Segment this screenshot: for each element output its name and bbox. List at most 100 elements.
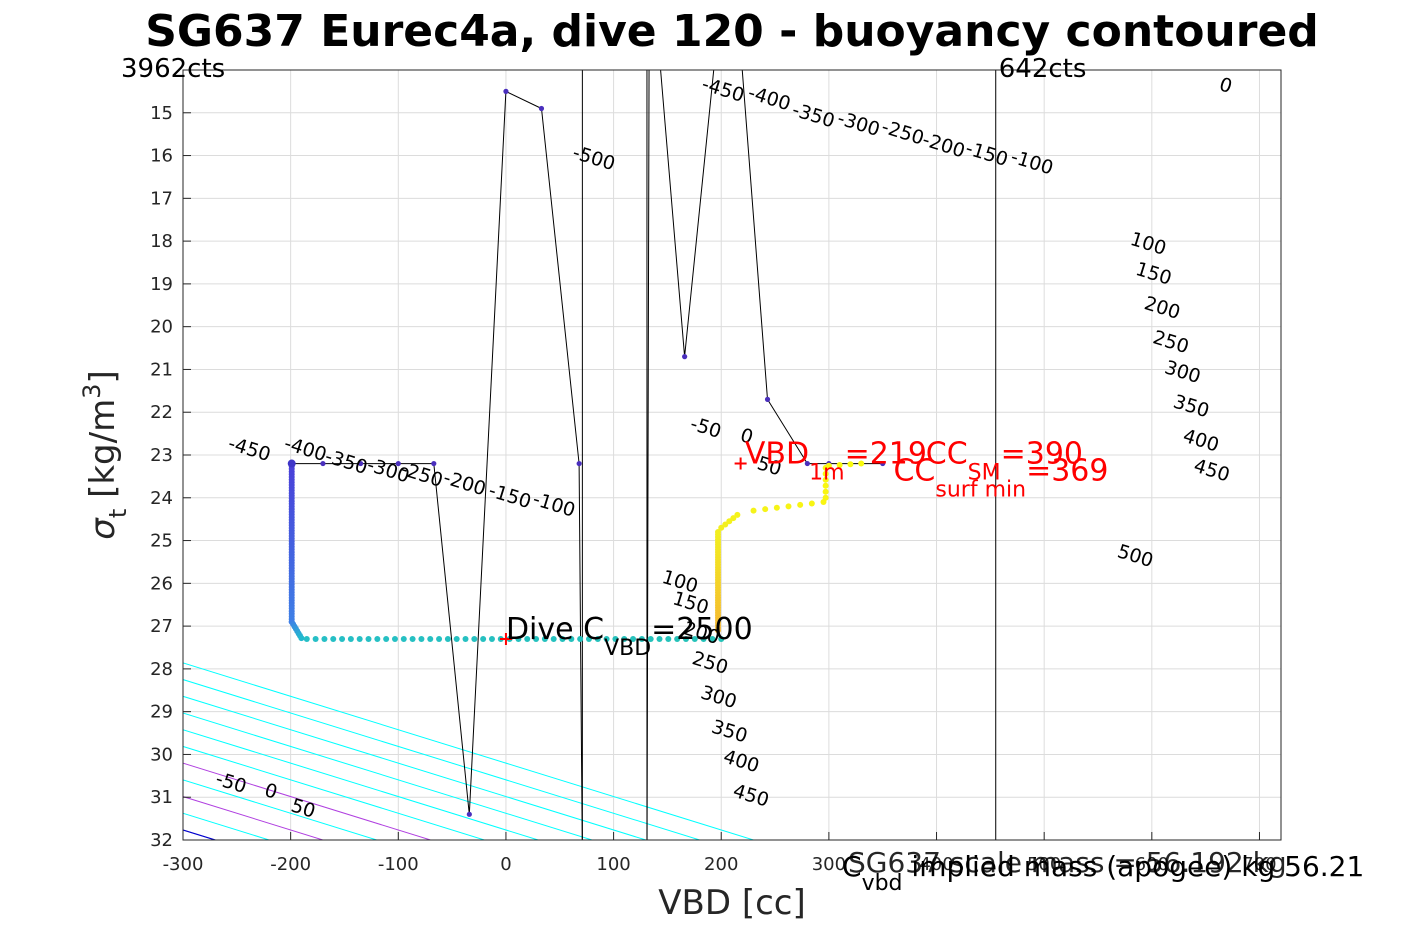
track-point	[804, 460, 810, 467]
climb-point	[750, 507, 757, 514]
dive-point	[630, 635, 637, 642]
track-point	[503, 88, 509, 94]
dive-point	[656, 635, 663, 642]
climb-point	[808, 500, 815, 507]
annotation: Dive CVBD=2500	[506, 612, 753, 661]
annotation: CCsurf min=369	[893, 454, 1108, 503]
dive-point	[559, 635, 566, 642]
dive-point	[585, 635, 592, 642]
dive-point	[321, 635, 328, 642]
dive-point	[330, 635, 337, 642]
climb-point	[822, 476, 829, 483]
dive-point	[594, 635, 601, 642]
ascent-track	[646, 70, 883, 840]
dive-point	[303, 635, 310, 642]
x-tick-label: 100	[596, 854, 630, 875]
scale-mass-text: SG637 scale mass = 56.192 kg	[848, 846, 1287, 879]
x-tick-label: 700	[1242, 854, 1276, 875]
climb-point	[825, 462, 832, 469]
dive-point	[638, 635, 645, 642]
dive-point	[347, 635, 354, 642]
dive-point	[718, 635, 725, 642]
tracks	[292, 70, 883, 840]
dive-point	[647, 635, 654, 642]
dive-point	[312, 635, 319, 642]
dive-point	[691, 635, 698, 642]
count-label: 642cts	[999, 54, 1087, 84]
dive-point	[383, 635, 390, 642]
dive-point	[391, 635, 398, 642]
dive-point	[682, 635, 689, 642]
dive-point	[515, 635, 522, 642]
dive-point	[577, 635, 584, 642]
x-tick-label: 500	[1027, 854, 1061, 875]
y-tick-label: 23	[150, 445, 173, 466]
y-axis-label: σt [kg/m3]	[78, 370, 132, 539]
buoyancy-contour-line	[0, 0, 60, 926]
x-tick-label: -200	[270, 854, 311, 875]
climb-point	[762, 506, 769, 513]
x-tick-label: 200	[704, 854, 738, 875]
y-tick-label: 20	[150, 317, 173, 338]
climb-point	[858, 460, 865, 467]
climb-point	[773, 504, 780, 511]
x-tick-label: 300	[812, 854, 846, 875]
footer-texts: Cvbd implied mass (apogee) kg 56.21SG637…	[842, 846, 1364, 896]
dive-point	[674, 635, 681, 642]
dive-point	[418, 635, 425, 642]
dive-point	[436, 635, 443, 642]
y-axis: 15 16 17 18 19 20 21 22 23 24 25 26 27 28 29 30 31 32	[150, 103, 191, 851]
dive-point	[356, 635, 363, 642]
count-labels: 3962cts 642cts	[121, 54, 1086, 84]
track-point	[358, 460, 364, 467]
y-tick-label: 26	[150, 573, 173, 594]
descent-track	[292, 90, 583, 840]
dive-point	[444, 635, 451, 642]
y-tick-label: 25	[150, 531, 173, 552]
dive-point	[541, 635, 548, 642]
y-tick-label: 18	[150, 231, 173, 252]
climb-point	[847, 461, 854, 468]
implied-mass-text: Cvbd implied mass (apogee) kg 56.21	[842, 850, 1364, 896]
climb-point	[785, 503, 792, 510]
dive-point	[533, 635, 540, 642]
dive-point	[488, 635, 495, 642]
climb-point	[722, 521, 729, 528]
track-point	[682, 354, 688, 360]
dive-point	[462, 635, 469, 642]
dive-point	[453, 635, 460, 642]
track-point	[466, 811, 472, 817]
x-tick-label: 0	[500, 854, 511, 875]
dive-point	[524, 635, 531, 642]
dive-point	[700, 635, 707, 642]
grid	[182, 70, 1281, 841]
climb-point	[730, 515, 737, 522]
dive-point	[427, 635, 434, 642]
y-tick-label: 32	[150, 830, 173, 851]
buoyancy-contour-line	[183, 745, 487, 840]
climb-point	[822, 494, 829, 501]
x-tick-label: -100	[378, 854, 419, 875]
dive-point	[298, 635, 305, 642]
y-tick-label: 17	[150, 188, 173, 209]
climb-point	[734, 511, 741, 518]
climb-point	[822, 470, 829, 477]
buoyancy-contour-line	[183, 662, 756, 840]
annotation: CCSM=390	[926, 437, 1083, 486]
y-tick-label: 30	[150, 744, 173, 765]
dive-point	[612, 635, 619, 642]
climb-point	[797, 501, 804, 508]
track-point	[538, 105, 545, 112]
track-point	[320, 460, 326, 467]
y-tick-label: 22	[150, 402, 173, 423]
count-label: 3962cts	[121, 54, 225, 84]
climb-point	[822, 488, 829, 495]
y-tick-label: 31	[150, 787, 173, 808]
x-axis-label: VBD [cc]	[658, 883, 806, 923]
dive-point	[400, 635, 407, 642]
x-axis: -300 -200 -100 0 100 200 300 400 500 600 700	[163, 832, 1277, 875]
track-point	[395, 460, 401, 467]
dive-point	[374, 635, 381, 642]
dive-point	[568, 635, 575, 642]
